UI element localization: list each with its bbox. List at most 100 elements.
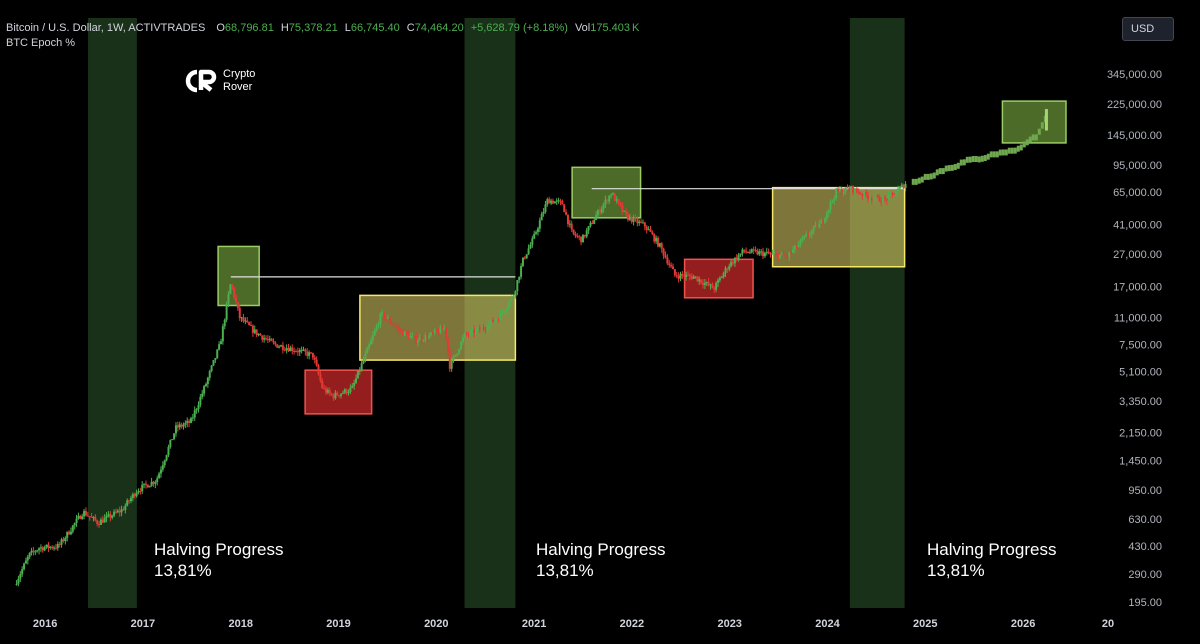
candle-body [349, 387, 352, 392]
candle-body [289, 347, 292, 352]
currency-button[interactable]: USD [1122, 17, 1174, 41]
candle-body [152, 481, 155, 484]
candle-body [189, 418, 192, 423]
candle-body [263, 338, 266, 340]
candle-body [96, 520, 99, 524]
candle-body [99, 519, 102, 525]
candle-body [868, 198, 871, 200]
candle-body [771, 253, 774, 255]
candle-body [675, 274, 678, 277]
candle-body [345, 389, 348, 394]
candle-body [276, 344, 279, 348]
projection-candle [1013, 147, 1017, 154]
candle-body [416, 340, 419, 343]
candle-body [807, 234, 810, 236]
candle-body [448, 351, 451, 369]
candle-body [782, 253, 785, 256]
symbol-title[interactable]: Bitcoin / U.S. Dollar, 1W, ACTIVTRADES [6, 22, 206, 34]
projection-candle [923, 173, 927, 180]
candle-body [535, 232, 538, 234]
candle-body [818, 223, 821, 229]
candle-body [748, 252, 751, 254]
candle-body [334, 392, 337, 399]
projection-candle [926, 173, 930, 180]
candle-body [278, 346, 281, 348]
projection-candle [911, 178, 915, 185]
candle-body [306, 351, 309, 356]
candle-body [116, 510, 119, 513]
x-tick-label: 2020 [424, 618, 448, 630]
candle-body [336, 392, 339, 396]
candle-body [602, 204, 605, 209]
projection-candle [935, 169, 939, 176]
candle-body [512, 296, 515, 298]
candle-body [234, 297, 237, 303]
candle-body [293, 351, 296, 353]
candle-body [180, 424, 183, 427]
candle-body [373, 330, 376, 336]
candle-body [720, 277, 723, 279]
candle-body [30, 550, 33, 553]
candle-body [450, 359, 453, 369]
candle-body [546, 199, 549, 205]
ohlc-header: Bitcoin / U.S. Dollar, 1W, ACTIVTRADES O… [6, 22, 646, 34]
candle-body [355, 378, 358, 383]
candle-body [300, 349, 303, 351]
projection-candle [1019, 144, 1023, 151]
candle-body [730, 261, 733, 267]
y-tick-label: 145,000.00 [1107, 130, 1162, 142]
candle-body [461, 337, 464, 342]
candle-body [264, 338, 267, 340]
projection-candle [965, 156, 969, 163]
projection-candle [989, 151, 993, 158]
candle-body [626, 214, 629, 220]
candle-body [79, 515, 82, 519]
candle-body [610, 194, 613, 196]
candle-body [837, 188, 840, 191]
candle-body [321, 380, 324, 388]
candle-body [656, 237, 659, 247]
candle-body [649, 229, 652, 233]
candle-body [310, 352, 313, 354]
candles [15, 109, 1048, 587]
candle-body [700, 279, 703, 283]
low-label: L [344, 22, 351, 34]
x-tick-label: 2018 [228, 618, 252, 630]
candle-body [491, 320, 494, 323]
candle-body [816, 225, 819, 229]
indicator-label[interactable]: BTC Epoch % [6, 37, 76, 49]
candle-body [302, 349, 305, 351]
candle-body [420, 337, 423, 341]
candle-body [210, 365, 213, 372]
candle-body [724, 268, 727, 274]
candle-body [285, 348, 288, 350]
candle-body [221, 326, 224, 342]
candle-body [647, 229, 650, 231]
candle-body [386, 318, 389, 320]
green-box-1 [217, 245, 260, 307]
candle-body [865, 191, 868, 196]
candle-body [69, 531, 72, 535]
candle-body [469, 330, 472, 335]
projection-candle [1031, 134, 1035, 141]
candle-body [73, 523, 76, 526]
candle-body [240, 317, 243, 319]
logo-line-1: Crypto [223, 68, 256, 80]
candle-body [754, 250, 757, 252]
candle-body [304, 349, 307, 352]
candle-body [822, 220, 825, 223]
candle-body [488, 323, 491, 329]
candle-body [311, 352, 314, 358]
candle-body [527, 248, 530, 255]
candle-body [835, 188, 838, 199]
candle-body [403, 331, 406, 336]
candle-body [193, 410, 196, 418]
candle-body [660, 243, 663, 249]
projection-candle [959, 159, 963, 166]
candle-body [895, 192, 898, 195]
candle-body [174, 425, 177, 434]
candle-body [295, 351, 298, 353]
halving-band-1 [88, 18, 137, 608]
candle-body [756, 250, 759, 255]
